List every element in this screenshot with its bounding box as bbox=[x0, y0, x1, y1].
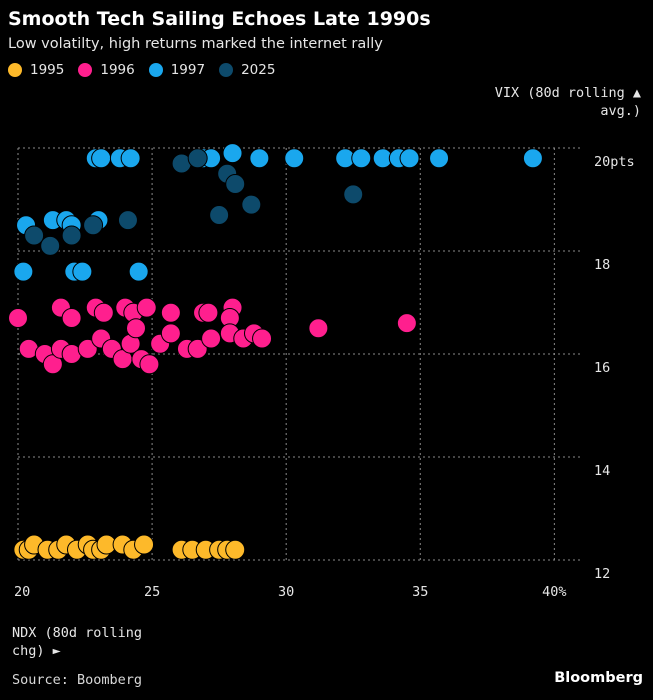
legend-item-1995[interactable]: 1995 bbox=[8, 62, 64, 78]
y-axis-title-line2: avg.) bbox=[600, 103, 641, 119]
point-1996-35 bbox=[308, 318, 329, 339]
point-1997-23 bbox=[72, 261, 93, 282]
source-note: Source: Boomberg bbox=[12, 672, 143, 688]
point-1997-10 bbox=[351, 148, 372, 169]
y-tick-label-14: 14 bbox=[594, 463, 610, 479]
x-axis-title: NDX (80d rolling chg) ► bbox=[12, 624, 162, 660]
legend-label-1996: 1996 bbox=[100, 62, 135, 78]
point-1996-10 bbox=[198, 302, 219, 323]
point-1997-6 bbox=[222, 143, 243, 164]
legend-label-1995: 1995 bbox=[30, 62, 65, 78]
point-1997-3 bbox=[120, 148, 141, 169]
point-2025-8 bbox=[83, 215, 104, 236]
point-1996-8 bbox=[160, 302, 181, 323]
legend-label-2025: 2025 bbox=[241, 62, 276, 78]
y-tick-label-12: 12 bbox=[594, 566, 610, 582]
legend-swatch-1996 bbox=[78, 63, 93, 77]
point-1996-2 bbox=[61, 307, 82, 328]
x-axis-title-line1: NDX (80d rolling bbox=[12, 625, 143, 641]
y-tick-label-16: 16 bbox=[594, 360, 610, 376]
point-1997-7 bbox=[249, 148, 270, 169]
point-1996-30 bbox=[201, 328, 222, 349]
y-axis-title: VIX (80d rolling ▲ avg.) bbox=[491, 84, 641, 120]
point-1996-4 bbox=[93, 302, 114, 323]
legend-item-2025[interactable]: 2025 bbox=[219, 62, 275, 78]
point-1996-29 bbox=[187, 338, 208, 359]
point-2025-5 bbox=[241, 194, 262, 215]
point-1996-15 bbox=[42, 354, 63, 375]
chart-subtitle: Low volatilty, high returns marked the i… bbox=[8, 36, 383, 52]
point-2025-1 bbox=[187, 148, 208, 169]
point-1997-14 bbox=[429, 148, 450, 169]
point-1997-15 bbox=[522, 148, 543, 169]
x-axis-title-line2: chg) ► bbox=[12, 643, 61, 659]
point-2025-4 bbox=[343, 184, 364, 205]
point-2025-7 bbox=[117, 210, 138, 231]
legend-label-1997: 1997 bbox=[170, 62, 206, 78]
point-1996-7 bbox=[136, 297, 157, 318]
point-1996-0 bbox=[8, 307, 28, 328]
point-2025-3 bbox=[225, 174, 246, 195]
legend-item-1996[interactable]: 1996 bbox=[78, 62, 135, 78]
point-1997-1 bbox=[91, 148, 112, 169]
y-axis-title-line1: VIX (80d rolling ▲ bbox=[494, 85, 641, 101]
point-2025-9 bbox=[61, 225, 82, 246]
x-tick-label-35: 35 bbox=[412, 584, 428, 600]
y-tick-label-18: 18 bbox=[594, 257, 610, 273]
legend-swatch-2025 bbox=[219, 63, 234, 77]
x-tick-label-40: 40% bbox=[542, 584, 566, 600]
legend: 1995 1996 1997 2025 bbox=[8, 62, 275, 78]
y-tick-label-20: 20pts bbox=[594, 154, 635, 170]
point-1996-36 bbox=[396, 313, 417, 334]
point-1995-19 bbox=[225, 539, 246, 560]
point-1996-27 bbox=[160, 323, 181, 344]
chart-title: Smooth Tech Sailing Echoes Late 1990s bbox=[8, 8, 431, 30]
legend-swatch-1997 bbox=[148, 63, 163, 77]
point-1996-23 bbox=[126, 318, 146, 339]
x-tick-label-25: 25 bbox=[144, 584, 160, 600]
point-1996-25 bbox=[139, 354, 160, 375]
point-1997-8 bbox=[284, 148, 305, 169]
legend-item-1997[interactable]: 1997 bbox=[148, 62, 206, 78]
point-2025-10 bbox=[40, 235, 61, 256]
point-1997-13 bbox=[399, 148, 420, 169]
point-1996-18 bbox=[77, 338, 98, 359]
point-2025-6 bbox=[209, 204, 230, 225]
point-1995-13 bbox=[134, 534, 155, 555]
point-1997-21 bbox=[13, 261, 34, 282]
point-1997-24 bbox=[128, 261, 149, 282]
point-2025-11 bbox=[24, 225, 45, 246]
x-tick-label-20: 20 bbox=[14, 584, 30, 600]
brand-logo: Bloomberg bbox=[554, 670, 643, 686]
x-tick-label-30: 30 bbox=[278, 584, 294, 600]
legend-swatch-1995 bbox=[8, 63, 22, 77]
point-1996-34 bbox=[252, 328, 273, 349]
